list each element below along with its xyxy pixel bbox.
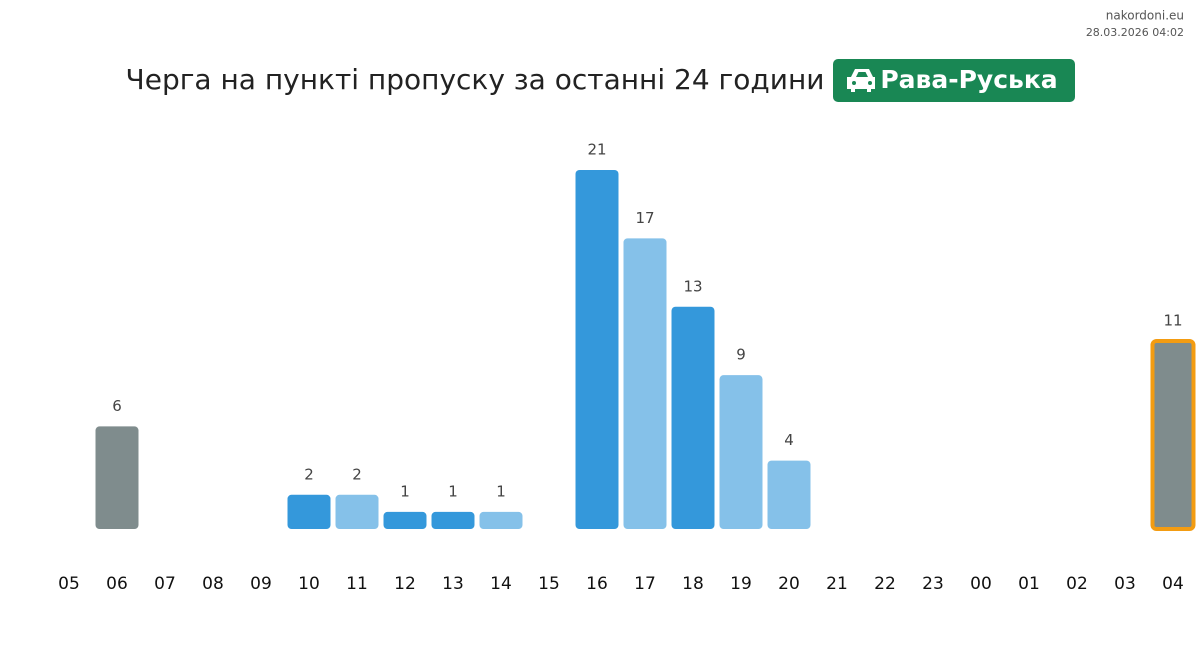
x-tick-label: 10 [298, 574, 320, 594]
value-label: 1 [496, 482, 506, 500]
x-tick-label: 19 [730, 574, 752, 594]
x-tick-label: 17 [634, 574, 656, 594]
bar [1150, 338, 1196, 532]
x-tick-label: 11 [346, 574, 368, 594]
x-tick-label: 04 [1162, 574, 1184, 594]
x-tick-label: 21 [826, 574, 848, 594]
value-label: 17 [635, 209, 654, 227]
bar [719, 375, 763, 529]
x-tick-label: 06 [106, 574, 128, 594]
x-tick-label: 03 [1114, 574, 1136, 594]
bar [623, 238, 667, 529]
x-tick-label: 02 [1066, 574, 1088, 594]
x-tick-label: 07 [154, 574, 176, 594]
value-label: 1 [448, 482, 458, 500]
bar [383, 511, 427, 529]
x-tick-label: 09 [250, 574, 272, 594]
value-label: 2 [304, 465, 314, 483]
bar [431, 511, 475, 529]
bar [287, 494, 331, 529]
badge-label: Рава-Руська [880, 65, 1057, 94]
value-label: 21 [587, 141, 606, 159]
x-tick-label: 16 [586, 574, 608, 594]
badge [833, 59, 1075, 102]
value-label: 9 [736, 346, 746, 364]
value-label: 11 [1163, 311, 1182, 329]
value-label: 6 [112, 397, 122, 415]
x-tick-label: 08 [202, 574, 224, 594]
value-label: 4 [784, 431, 794, 449]
x-tick-label: 14 [490, 574, 512, 594]
bar [671, 306, 715, 529]
x-tick-label: 23 [922, 574, 944, 594]
timestamp: 28.03.2026 04:02 [1086, 26, 1184, 39]
x-tick-label: 18 [682, 574, 704, 594]
bar [95, 426, 139, 529]
x-tick-label: 22 [874, 574, 896, 594]
car-icon [847, 69, 875, 92]
x-tick-label: 12 [394, 574, 416, 594]
x-tick-label: 00 [970, 574, 992, 594]
x-tick-label: 13 [442, 574, 464, 594]
bar [575, 170, 619, 529]
x-tick-label: 20 [778, 574, 800, 594]
value-label: 1 [400, 482, 410, 500]
bar [335, 494, 379, 529]
value-label: 2 [352, 465, 362, 483]
x-tick-label: 01 [1018, 574, 1040, 594]
chart-title: Черга на пункті пропуску за останні 24 г… [126, 63, 825, 96]
bar [479, 511, 523, 529]
x-tick-label: 15 [538, 574, 560, 594]
bar [767, 460, 811, 529]
site-name: nakordoni.eu [1106, 9, 1184, 23]
value-label: 13 [683, 277, 702, 295]
x-tick-label: 05 [58, 574, 80, 594]
